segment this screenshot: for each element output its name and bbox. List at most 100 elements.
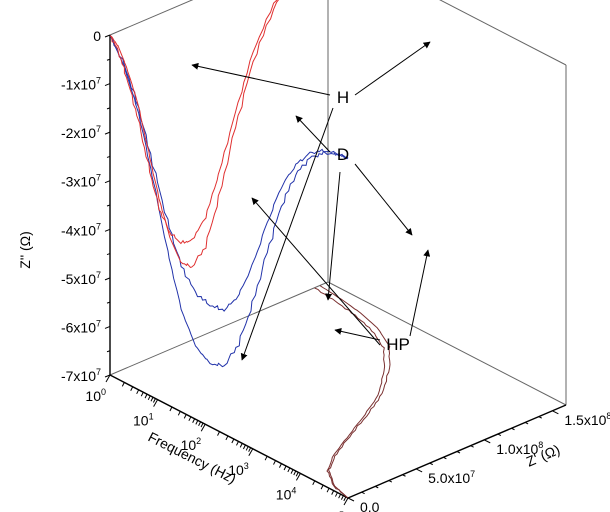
frequency-minor-tick [130,386,134,391]
z-imag-tick [104,374,111,378]
annotation-d: D [337,145,349,164]
z-imag-tick [104,131,111,135]
red-curve [109,0,278,245]
frequency-minor-tick [338,493,342,499]
z-real-minor-tick [511,427,515,431]
frequency-tick-label: 103 [228,461,249,478]
frequency-minor-tick [245,446,249,451]
frequency-minor-tick [150,396,154,402]
data-curves [109,0,391,499]
frequency-minor-tick [340,495,344,500]
frequency-minor-tick [188,416,192,422]
z-imag-tick-label: -7x107 [61,367,101,384]
frequency-minor-tick [236,441,239,446]
z-imag-tick [104,34,111,38]
z-real-minor-tick [497,433,502,437]
frequency-tick [105,374,111,383]
arrow-h [354,41,431,96]
z-imag-minor-tick [106,204,111,207]
frequency-minor-tick [183,414,187,419]
frequency-minor-tick [147,395,151,401]
arrow-d [295,115,331,153]
frequency-tick [153,399,159,407]
z-imag-tick [104,325,111,329]
frequency-minor-tick [169,406,173,412]
frequency-tick-label: 104 [276,485,297,502]
floor-curve [314,287,386,499]
z-imag-tick [104,228,111,232]
z-imag-tick-label: -6x107 [61,318,101,335]
z-real-minor-tick [538,416,542,419]
z-imag-tick-label: -2x107 [61,124,101,141]
z-imag-tick [104,83,111,87]
frequency-minor-tick [273,460,276,465]
blue-curve [110,35,349,312]
arrow-hp [334,327,381,341]
frequency-tick [248,448,254,457]
z-imag-minor-tick [106,301,111,304]
z-real-minor-tick [388,480,393,483]
z-real-tick-label: 1.5x108 [564,411,610,428]
arrow-d [354,163,413,236]
z-real-tick [552,410,559,415]
frequency-minor-tick [248,447,252,452]
frequency-minor-tick [320,484,324,490]
frequency-minor-tick [239,443,243,448]
frequency-minor-tick [140,391,144,397]
frequency-minor-tick [217,431,220,436]
blue-curve [109,35,349,368]
axis-ticks [104,34,559,506]
frequency-tick [200,423,206,432]
frequency-minor-tick [293,470,297,476]
frequency-tick [295,473,301,481]
box-edge [327,281,567,406]
frequency-minor-tick [200,422,204,428]
z-imag-minor-tick [106,350,111,353]
frequency-minor-tick [225,435,229,441]
frequency-minor-tick [121,382,125,387]
frequency-minor-tick [152,398,156,403]
arrow-h [191,62,331,96]
z-real-tick [347,497,355,502]
z-imag-tick-label: -5x107 [61,270,101,287]
frequency-minor-tick [287,467,291,473]
z-imag-tick-label: -1x107 [61,76,101,93]
z-imag-minor-tick [106,58,111,61]
frequency-minor-tick [136,389,140,395]
frequency-minor-tick [283,465,287,471]
frequency-minor-tick [312,480,316,486]
z-imag-minor-tick [106,107,111,110]
z-real-minor-tick [361,491,365,495]
z-imag-minor-tick [106,253,111,256]
z-real-minor-tick [470,445,474,448]
box-edge [109,0,194,36]
frequency-minor-tick [231,438,235,444]
axis-labels: 0 -1x107 -2x107 -3x107 -4x107 -5x107 -6x107 -7x… [17,28,610,512]
arrow-hp [409,249,431,337]
frequency-minor-tick [242,444,246,450]
frequency-tick-label: 102 [181,436,202,453]
red-curve [109,0,279,268]
box-edge [439,0,567,66]
annotation-hp: HP [386,335,410,354]
frequency-minor-tick [295,472,299,477]
z-imag-tick-label: -3x107 [61,173,101,190]
frequency-minor-tick [195,420,199,425]
frequency-minor-tick [331,490,335,495]
z-real-minor-tick [429,462,433,466]
annotation-arrows [191,41,431,361]
arrow-h [240,107,334,361]
frequency-minor-tick [279,463,282,468]
annotation-h: H [337,88,349,107]
frequency-axis [109,374,349,499]
floor-curve [319,285,391,499]
box-edge [109,281,329,376]
frequency-minor-tick [334,492,338,497]
z-imag-minor-tick [106,155,111,158]
frequency-tick [343,497,349,506]
z-real-tick [484,439,491,444]
z-real-tick-label: 1.0x108 [496,440,543,457]
frequency-minor-tick [192,418,196,423]
